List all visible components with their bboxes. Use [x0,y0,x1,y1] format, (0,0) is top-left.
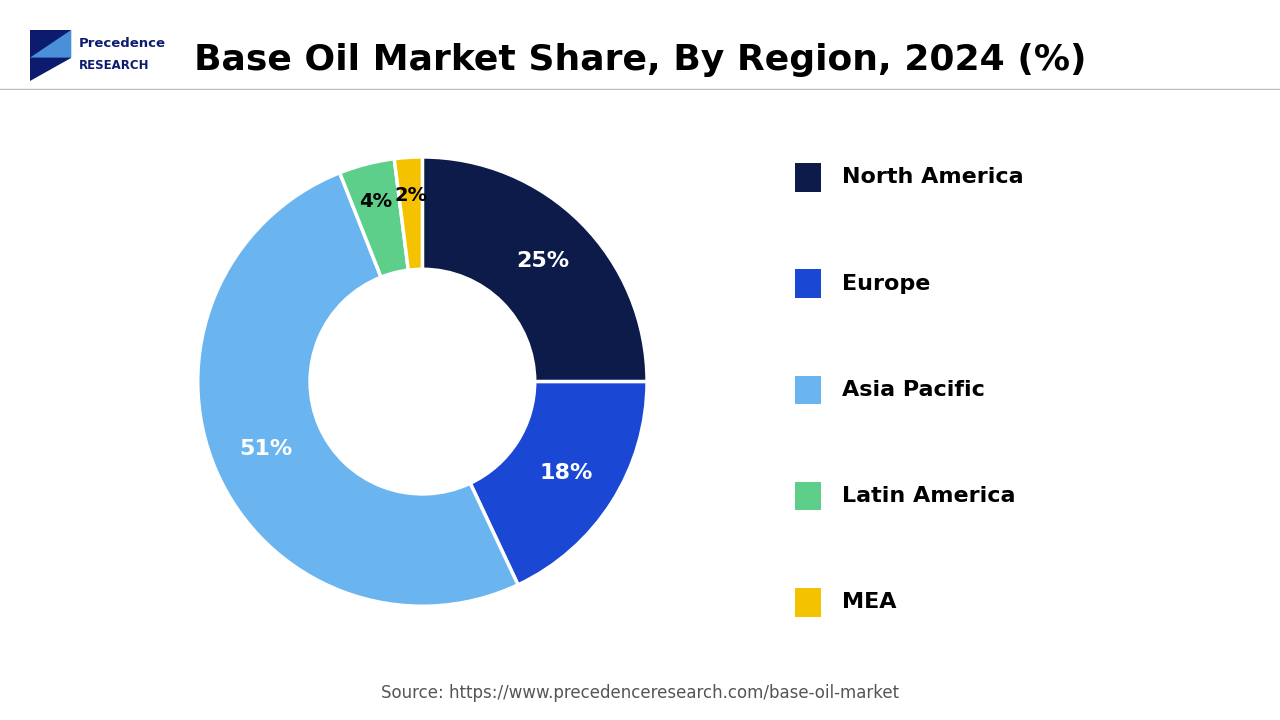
Text: 2%: 2% [394,186,428,205]
Text: Precedence: Precedence [78,37,165,50]
Text: 51%: 51% [239,439,292,459]
FancyBboxPatch shape [795,376,820,404]
Polygon shape [31,30,72,58]
Text: MEA: MEA [842,593,897,613]
FancyBboxPatch shape [795,269,820,298]
Wedge shape [197,173,518,606]
Wedge shape [394,157,422,270]
Text: 4%: 4% [360,192,393,210]
Wedge shape [422,157,646,382]
Text: Latin America: Latin America [842,486,1016,506]
Text: 18%: 18% [540,463,593,483]
Text: 25%: 25% [517,251,570,271]
Text: Base Oil Market Share, By Region, 2024 (%): Base Oil Market Share, By Region, 2024 (… [193,43,1087,77]
FancyBboxPatch shape [795,482,820,510]
Text: Source: https://www.precedenceresearch.com/base-oil-market: Source: https://www.precedenceresearch.c… [381,684,899,702]
Polygon shape [31,30,72,81]
Text: Europe: Europe [842,274,931,294]
Wedge shape [339,158,408,277]
FancyBboxPatch shape [795,588,820,617]
FancyBboxPatch shape [795,163,820,192]
Text: North America: North America [842,168,1024,187]
Text: RESEARCH: RESEARCH [78,59,150,72]
Text: Asia Pacific: Asia Pacific [842,380,986,400]
Wedge shape [470,382,646,585]
